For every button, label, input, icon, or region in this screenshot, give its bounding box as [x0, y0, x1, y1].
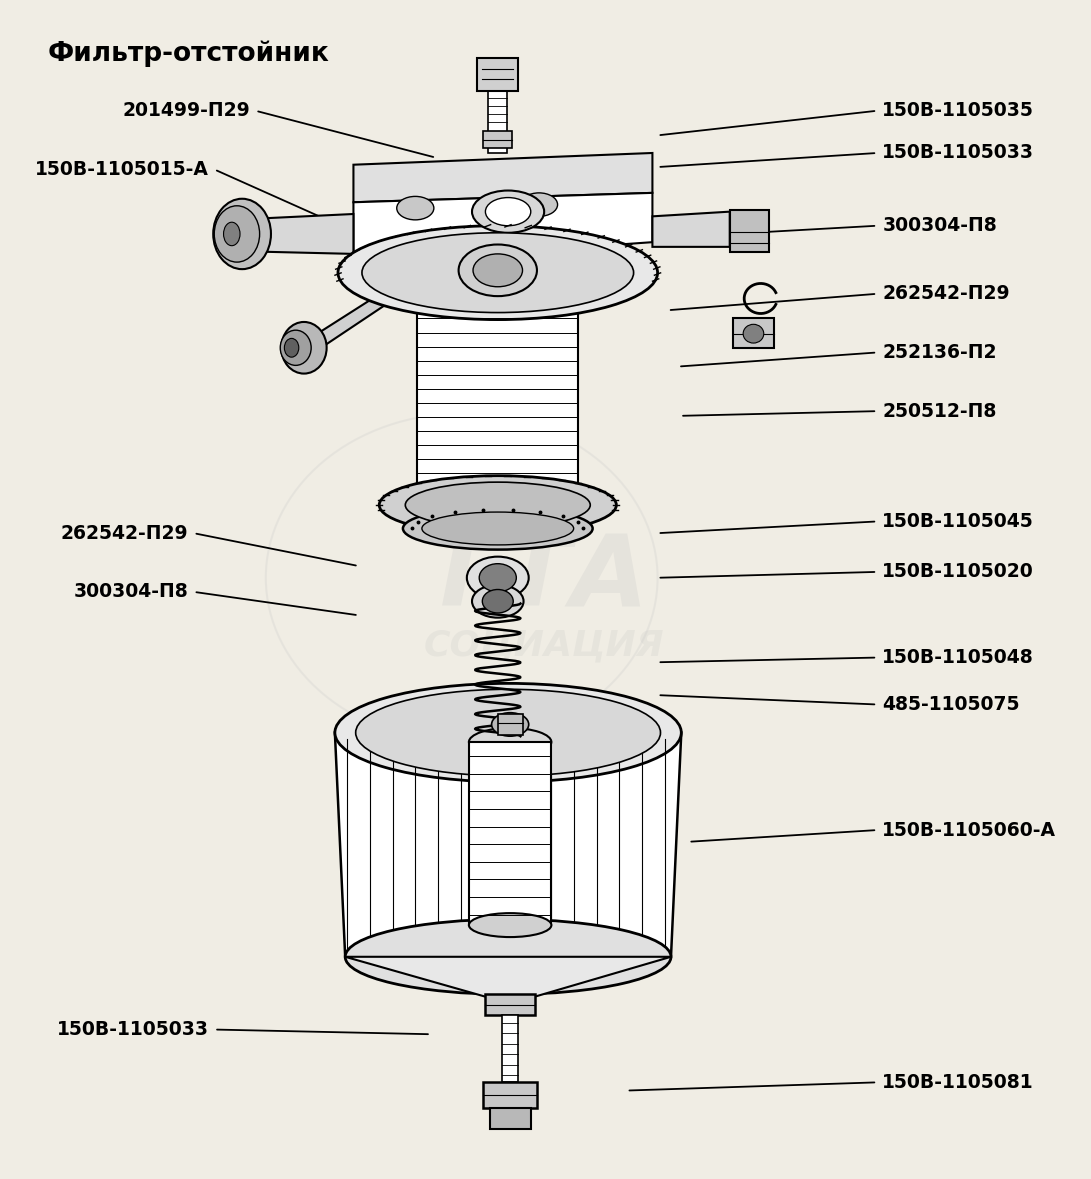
- Text: 300304-П8: 300304-П8: [883, 216, 997, 236]
- Polygon shape: [307, 284, 395, 357]
- Ellipse shape: [380, 475, 616, 534]
- Text: Фильтр-отстойник: Фильтр-отстойник: [47, 40, 329, 67]
- Ellipse shape: [345, 920, 671, 994]
- Ellipse shape: [397, 197, 434, 219]
- Ellipse shape: [213, 199, 271, 269]
- FancyBboxPatch shape: [483, 1082, 537, 1108]
- Ellipse shape: [469, 914, 551, 937]
- Text: СОЦИАЦИЯ: СОЦИАЦИЯ: [424, 628, 664, 663]
- Ellipse shape: [418, 481, 578, 528]
- FancyBboxPatch shape: [502, 1015, 518, 1082]
- Text: ГТА: ГТА: [440, 529, 649, 626]
- Ellipse shape: [403, 507, 592, 549]
- Text: 150В-1105020: 150В-1105020: [883, 562, 1034, 581]
- Ellipse shape: [520, 193, 558, 216]
- Text: 250512-П8: 250512-П8: [883, 402, 997, 421]
- Text: 150В-1105045: 150В-1105045: [883, 512, 1034, 531]
- Ellipse shape: [281, 322, 326, 374]
- Ellipse shape: [469, 727, 551, 756]
- Ellipse shape: [473, 253, 523, 286]
- Ellipse shape: [482, 590, 513, 613]
- Ellipse shape: [492, 713, 529, 736]
- Text: 262542-П29: 262542-П29: [61, 523, 189, 542]
- Ellipse shape: [472, 191, 544, 232]
- Ellipse shape: [472, 585, 524, 618]
- FancyBboxPatch shape: [489, 91, 507, 153]
- Text: 252136-П2: 252136-П2: [883, 343, 997, 362]
- Ellipse shape: [422, 512, 574, 545]
- Ellipse shape: [280, 330, 311, 365]
- Ellipse shape: [362, 232, 634, 312]
- Text: 150В-1105033: 150В-1105033: [57, 1020, 209, 1039]
- Polygon shape: [335, 732, 681, 957]
- Text: 150В-1105048: 150В-1105048: [883, 648, 1034, 667]
- Polygon shape: [418, 284, 578, 505]
- Ellipse shape: [224, 222, 240, 245]
- Polygon shape: [345, 957, 671, 997]
- FancyBboxPatch shape: [730, 211, 769, 251]
- Ellipse shape: [485, 198, 530, 225]
- Ellipse shape: [479, 564, 516, 592]
- FancyBboxPatch shape: [490, 1108, 530, 1129]
- Polygon shape: [469, 742, 551, 926]
- Ellipse shape: [335, 684, 681, 782]
- Ellipse shape: [405, 482, 590, 528]
- Ellipse shape: [418, 261, 578, 308]
- FancyBboxPatch shape: [477, 58, 518, 91]
- Text: 150В-1105035: 150В-1105035: [883, 101, 1034, 120]
- Text: 150В-1105060-А: 150В-1105060-А: [883, 821, 1056, 839]
- FancyBboxPatch shape: [497, 714, 523, 735]
- Text: 201499-П29: 201499-П29: [122, 101, 250, 120]
- Polygon shape: [255, 215, 353, 253]
- Text: 485-1105075: 485-1105075: [883, 694, 1020, 714]
- FancyBboxPatch shape: [483, 131, 512, 149]
- Ellipse shape: [356, 690, 660, 776]
- Text: 150В-1105033: 150В-1105033: [883, 144, 1034, 163]
- Polygon shape: [652, 212, 730, 246]
- Polygon shape: [353, 193, 652, 263]
- Ellipse shape: [338, 225, 658, 320]
- Text: 150В-1105081: 150В-1105081: [883, 1073, 1034, 1092]
- Ellipse shape: [743, 324, 764, 343]
- Ellipse shape: [458, 244, 537, 296]
- Text: 300304-П8: 300304-П8: [74, 582, 189, 601]
- FancyBboxPatch shape: [733, 318, 775, 348]
- FancyBboxPatch shape: [485, 994, 535, 1015]
- Ellipse shape: [467, 556, 529, 599]
- Text: 262542-П29: 262542-П29: [883, 284, 1010, 303]
- Text: 150В-1105015-А: 150В-1105015-А: [35, 160, 209, 179]
- Ellipse shape: [285, 338, 299, 357]
- Ellipse shape: [214, 206, 260, 262]
- Polygon shape: [353, 153, 652, 203]
